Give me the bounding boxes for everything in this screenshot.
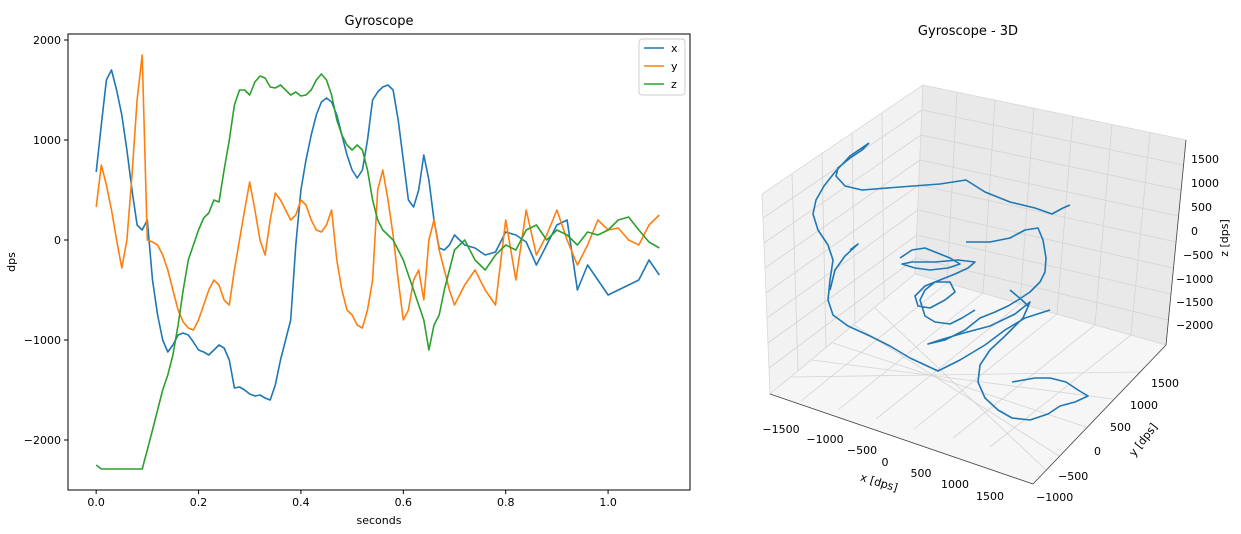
y-tick-label: 2000 <box>33 34 61 47</box>
legend-box <box>638 38 686 96</box>
chart-title: Gyroscope <box>345 14 414 29</box>
x-axis-ticks: 0.0 0.2 0.4 0.6 0.8 1.0 <box>87 490 617 509</box>
z-axis-line-3d <box>1165 139 1187 346</box>
grid-lines-3d <box>762 91 1184 471</box>
x-tick-label: 1.0 <box>599 496 617 509</box>
legend-label-z: z <box>671 78 677 91</box>
series-line-y <box>95 54 660 331</box>
z-axis-label-3d: z [dps] <box>1218 219 1231 257</box>
y-tick-label: 0 <box>54 234 61 247</box>
x-tick-label-3d: 1000 <box>941 478 969 491</box>
legend-label-y: y <box>671 60 678 73</box>
plot-frame <box>67 33 691 491</box>
gyroscope-2d-chart: Gyroscope 0.0 0.2 0.4 0.6 0.8 1.0 −2000 −1000 0… <box>5 14 691 527</box>
x-tick-label: 0.6 <box>395 496 413 509</box>
x-axis-line-3d <box>769 393 1034 485</box>
y-tick-label: −2000 <box>24 434 61 447</box>
y-tick-label: −1000 <box>24 334 61 347</box>
z-tick-label-3d: −1500 <box>1176 296 1213 309</box>
x-ticks-3d: −1500 −1000 −500 0 500 1000 1500 <box>762 423 1004 503</box>
x-tick-label-3d: −1500 <box>762 423 799 436</box>
series-line-x <box>95 69 660 401</box>
y-ticks-3d: −1000 −500 0 500 1000 1500 <box>1036 377 1179 504</box>
y-axis-line-3d <box>1032 344 1167 485</box>
z-tick-label-3d: −500 <box>1183 249 1213 262</box>
x-tick-label: 0.0 <box>87 496 105 509</box>
legend-label-x: x <box>671 42 678 55</box>
x-tick-label: 0.4 <box>292 496 310 509</box>
z-tick-label-3d: −1000 <box>1176 273 1213 286</box>
z-tick-label-3d: 0 <box>1191 225 1198 238</box>
y-tick-label-3d: 1500 <box>1151 377 1179 390</box>
y-tick-label-3d: 0 <box>1094 445 1101 458</box>
x-tick-label-3d: 0 <box>882 456 889 469</box>
x-tick-label-3d: −1000 <box>806 433 843 446</box>
y-axis-label: dps <box>5 252 18 272</box>
z-ticks-3d: 1500 1000 500 0 −500 −1000 −1500 −2000 <box>1176 153 1219 332</box>
series-layer <box>95 54 660 470</box>
z-tick-label-3d: 500 <box>1191 201 1212 214</box>
trajectory-3d <box>812 142 1089 421</box>
x-axis-label: seconds <box>357 514 402 527</box>
chart-title-3d: Gyroscope - 3D <box>918 24 1018 39</box>
x-tick-label-3d: 500 <box>911 467 932 480</box>
series-line-z <box>95 73 660 470</box>
y-tick-label-3d: −1000 <box>1036 491 1073 504</box>
legend: x y z <box>638 38 686 96</box>
z-tick-label-3d: 1500 <box>1191 153 1219 166</box>
z-tick-label-3d: 1000 <box>1191 177 1219 190</box>
y-axis-ticks: −2000 −1000 0 1000 2000 <box>24 34 68 447</box>
y-tick-label: 1000 <box>33 134 61 147</box>
x-tick-label-3d: −500 <box>847 444 877 457</box>
x-tick-label-3d: 1500 <box>976 490 1004 503</box>
x-tick-label: 0.2 <box>190 496 208 509</box>
y-tick-label-3d: 500 <box>1110 421 1131 434</box>
y-tick-label-3d: −500 <box>1058 470 1088 483</box>
y-tick-label-3d: 1000 <box>1130 399 1158 412</box>
z-tick-label-3d: −2000 <box>1176 319 1213 332</box>
x-tick-label: 0.8 <box>497 496 515 509</box>
